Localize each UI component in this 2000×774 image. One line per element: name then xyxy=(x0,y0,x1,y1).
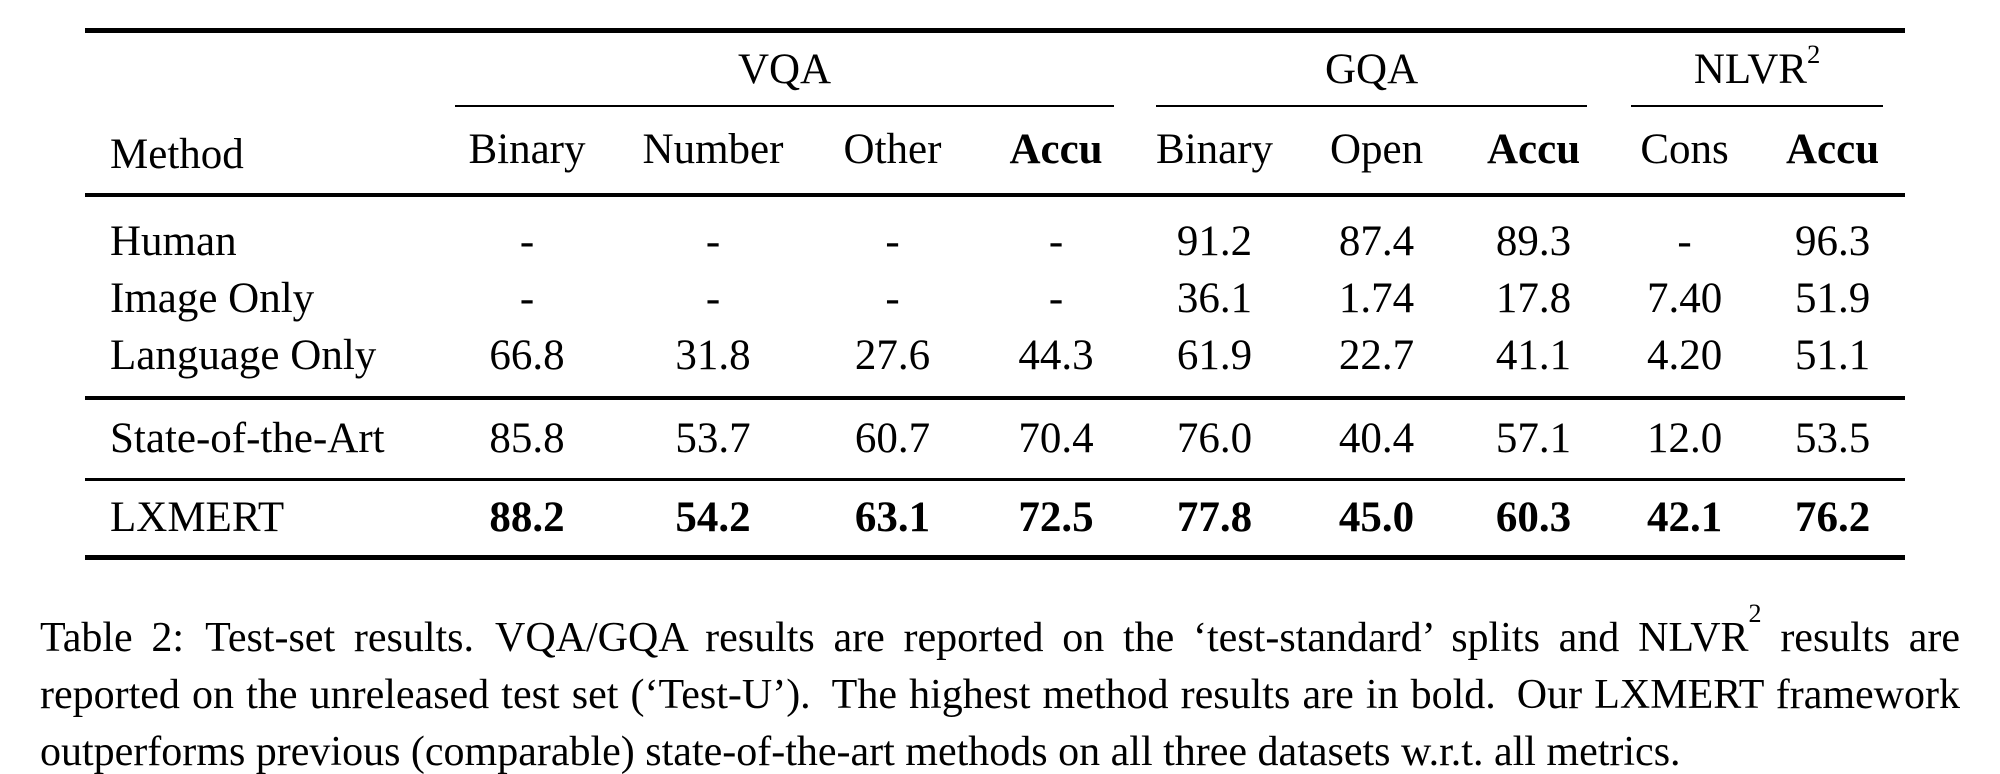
value-cell: - xyxy=(705,218,721,265)
value-cell: 1.74 xyxy=(1338,275,1415,322)
method-cell: Language Only xyxy=(110,332,377,379)
value-cell: 72.5 xyxy=(1018,494,1094,541)
subheader-gqa-accu: Accu xyxy=(1486,126,1581,173)
subheader-nlvr2-accu: Accu xyxy=(1785,126,1880,173)
table-caption: Table 2: Test-set results. VQA/GQA resul… xyxy=(40,600,1960,774)
value-cell: 60.3 xyxy=(1495,494,1572,541)
value-cell: 77.8 xyxy=(1176,494,1253,541)
caption-text: Table 2: Test-set results. VQA/GQA resul… xyxy=(40,615,1639,661)
caption-text: results are xyxy=(1761,615,1960,661)
cmidrule-vqa: VQA xyxy=(455,33,1115,107)
group-header-gqa: GQA xyxy=(1134,31,1609,107)
value-cell: - xyxy=(885,218,900,265)
group-label-gqa: GQA xyxy=(1324,45,1419,93)
subheader-row: Binary Number Other Accu Binary Open Acc… xyxy=(85,107,1905,195)
value-cell: 60.7 xyxy=(854,415,931,462)
value-cell: 96.3 xyxy=(1794,218,1871,265)
value-cell: - xyxy=(885,275,900,322)
method-column-header: Method xyxy=(110,131,244,178)
caption-nlvr-text: NLVR xyxy=(1638,615,1749,661)
value-cell: 85.8 xyxy=(489,415,565,462)
caption-line-3: outperforms previous (comparable) state-… xyxy=(40,729,1681,774)
group-label-nlvr: NLVR xyxy=(1693,45,1807,93)
subheader-gqa-binary: Binary xyxy=(1156,126,1274,173)
value-cell: - xyxy=(705,275,721,322)
row-image-only: Image Only - - - - 36.1 1.74 17.8 7.40 5… xyxy=(85,270,1905,327)
value-cell: 87.4 xyxy=(1338,218,1415,265)
subheader-vqa-number: Number xyxy=(642,126,784,173)
value-cell: - xyxy=(1048,275,1064,322)
subheader-nlvr2-cons: Cons xyxy=(1640,126,1729,173)
nlvr2-superscript: 2 xyxy=(1748,598,1762,628)
caption-line-1: Table 2: Test-set results. VQA/GQA resul… xyxy=(40,600,1960,667)
value-cell: 41.1 xyxy=(1495,332,1572,379)
value-cell: 57.1 xyxy=(1495,415,1572,462)
group-header-nlvr2: NLVR 2 xyxy=(1609,31,1905,107)
value-cell: 70.4 xyxy=(1018,415,1094,462)
value-cell: 45.0 xyxy=(1338,494,1415,541)
value-cell: 42.1 xyxy=(1646,494,1723,541)
results-table: Method VQA GQA NLVR 2 Binary Number Other… xyxy=(85,28,1906,560)
value-cell: 63.1 xyxy=(854,494,931,541)
row-state-of-the-art: State-of-the-Art 85.8 53.7 60.7 70.4 76.… xyxy=(85,398,1905,480)
group-header-vqa: VQA xyxy=(435,31,1134,107)
lxmert-section: LXMERT 88.2 54.2 63.1 72.5 77.8 45.0 60.… xyxy=(85,479,1906,558)
subheader-gqa-open: Open xyxy=(1329,126,1424,173)
value-cell: 88.2 xyxy=(489,494,565,541)
subheader-vqa-binary: Binary xyxy=(468,126,586,173)
group-label-vqa: VQA xyxy=(737,45,832,93)
value-cell: - xyxy=(1048,218,1064,265)
cmidrule-nlvr2: NLVR 2 xyxy=(1631,33,1884,107)
value-cell: 17.8 xyxy=(1495,275,1572,322)
value-cell: 76.0 xyxy=(1176,415,1253,462)
caption-line-2: reported on the unreleased test set (‘Te… xyxy=(40,672,1960,718)
row-lxmert: LXMERT 88.2 54.2 63.1 72.5 77.8 45.0 60.… xyxy=(85,480,1905,558)
value-cell: 53.5 xyxy=(1794,415,1871,462)
value-cell: - xyxy=(1677,218,1692,265)
method-cell: LXMERT xyxy=(110,494,285,541)
sota-section: State-of-the-Art 85.8 53.7 60.7 70.4 76.… xyxy=(85,398,1906,480)
group-header-row: Method VQA GQA NLVR 2 xyxy=(85,31,1905,178)
value-cell: 44.3 xyxy=(1018,332,1094,379)
value-cell: 22.7 xyxy=(1338,332,1415,379)
value-cell: 7.40 xyxy=(1646,275,1723,322)
value-cell: 89.3 xyxy=(1495,218,1572,265)
cmidrule-gqa: GQA xyxy=(1156,33,1588,107)
value-cell: 36.1 xyxy=(1176,275,1253,322)
value-cell: 66.8 xyxy=(489,332,565,379)
value-cell: 51.1 xyxy=(1794,332,1871,379)
subheader-vqa-other: Other xyxy=(843,126,942,173)
value-cell: 31.8 xyxy=(675,332,751,379)
method-cell: Human xyxy=(110,218,237,265)
method-cell: State-of-the-Art xyxy=(110,415,385,462)
method-cell: Image Only xyxy=(110,275,315,322)
value-cell: - xyxy=(519,218,535,265)
value-cell: 27.6 xyxy=(854,332,931,379)
value-cell: 76.2 xyxy=(1794,494,1871,541)
baseline-section: Human - - - - 91.2 87.4 89.3 - 96.3 Imag… xyxy=(85,195,1906,398)
subheader-vqa-accu: Accu xyxy=(1009,126,1103,173)
value-cell: 53.7 xyxy=(675,415,751,462)
value-cell: 91.2 xyxy=(1176,218,1253,265)
row-language-only: Language Only 66.8 31.8 27.6 44.3 61.9 2… xyxy=(85,327,1905,398)
value-cell: - xyxy=(519,275,535,322)
value-cell: 12.0 xyxy=(1646,415,1723,462)
value-cell: 40.4 xyxy=(1338,415,1415,462)
row-human: Human - - - - 91.2 87.4 89.3 - 96.3 xyxy=(85,195,1905,270)
value-cell: 51.9 xyxy=(1794,275,1871,322)
value-cell: 4.20 xyxy=(1646,332,1723,379)
value-cell: 54.2 xyxy=(675,494,751,541)
value-cell: 61.9 xyxy=(1176,332,1253,379)
